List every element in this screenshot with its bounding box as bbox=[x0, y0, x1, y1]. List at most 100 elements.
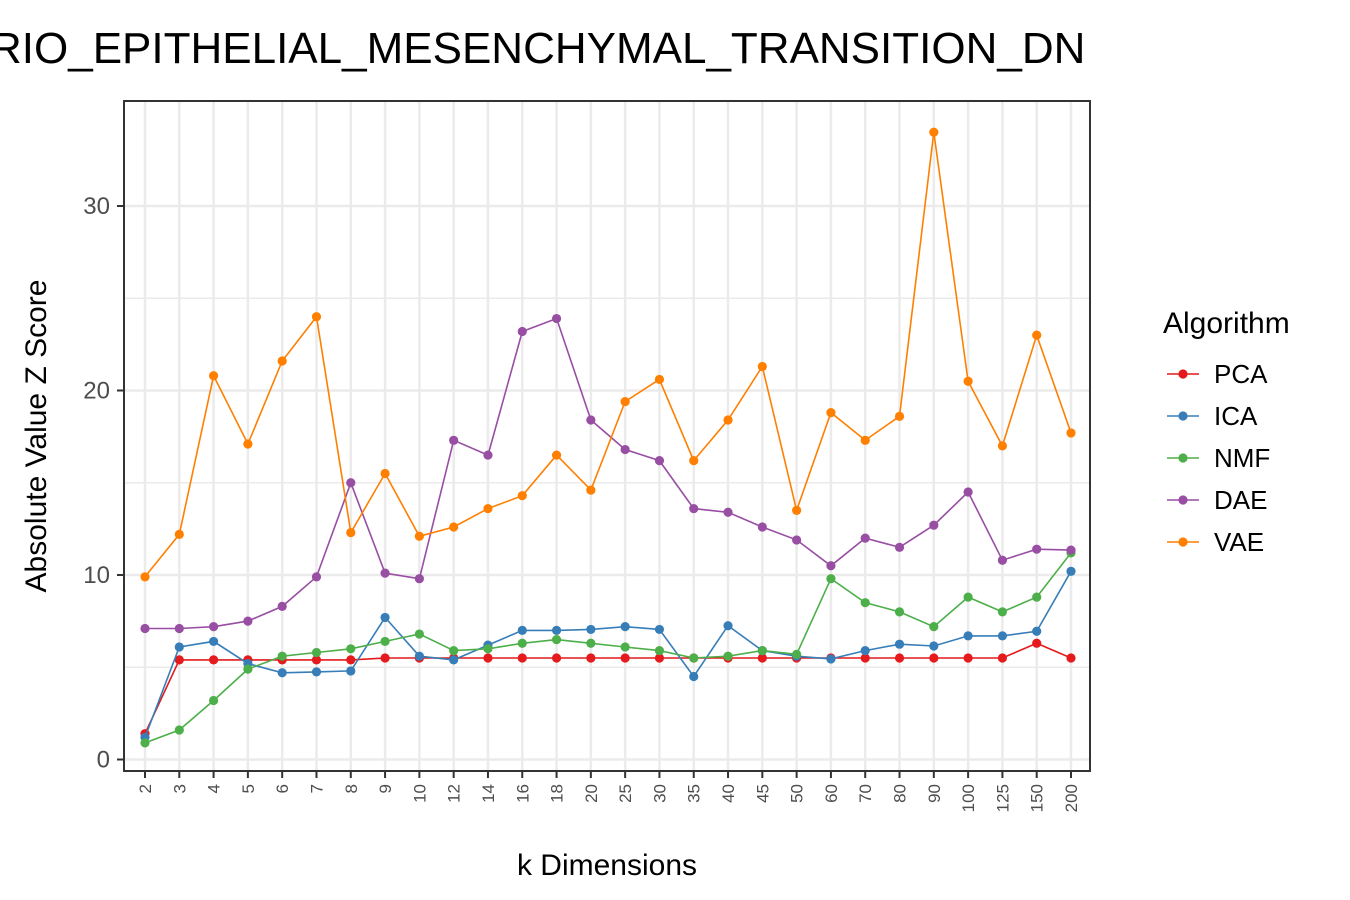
x-tick-label: 6 bbox=[273, 784, 292, 793]
data-point-ica bbox=[311, 667, 322, 677]
legend-item-ica: ICA bbox=[1167, 401, 1258, 431]
data-point-dae bbox=[894, 542, 905, 552]
series-dae bbox=[140, 313, 1076, 634]
data-point-nmf bbox=[174, 725, 184, 735]
x-tick-label: 200 bbox=[1062, 784, 1081, 812]
data-point-nmf bbox=[997, 607, 1008, 617]
data-point-pca bbox=[963, 653, 973, 663]
data-point-nmf bbox=[517, 638, 527, 648]
legend-key-point bbox=[1178, 495, 1188, 505]
data-point-dae bbox=[1032, 544, 1042, 554]
data-point-pca bbox=[483, 653, 493, 663]
x-tick-label: 70 bbox=[856, 784, 875, 803]
data-point-vae bbox=[654, 374, 665, 385]
series-nmf bbox=[140, 548, 1076, 748]
data-point-vae bbox=[517, 491, 527, 501]
x-tick-label: 7 bbox=[307, 784, 326, 793]
series-line-dae bbox=[145, 317, 1072, 630]
data-point-ica bbox=[963, 631, 973, 641]
data-point-dae bbox=[826, 561, 836, 571]
data-point-ica bbox=[689, 671, 699, 682]
data-point-ica bbox=[449, 655, 459, 665]
x-tick-label: 45 bbox=[753, 784, 772, 803]
legend-title: Algorithm bbox=[1163, 307, 1290, 340]
data-point-ica bbox=[1066, 566, 1076, 576]
x-tick-label: 20 bbox=[582, 784, 601, 803]
x-tick-label: 9 bbox=[376, 784, 395, 793]
data-point-ica bbox=[346, 666, 356, 676]
data-point-vae bbox=[483, 503, 493, 514]
data-point-nmf bbox=[311, 647, 322, 658]
data-point-nmf bbox=[757, 646, 767, 656]
data-point-dae bbox=[140, 623, 150, 634]
data-point-dae bbox=[517, 326, 527, 337]
data-point-vae bbox=[414, 531, 424, 541]
legend-key-point bbox=[1178, 453, 1188, 463]
y-tick-label: 10 bbox=[83, 562, 110, 589]
data-point-vae bbox=[208, 371, 219, 381]
data-point-ica bbox=[860, 646, 870, 656]
legend-label: DAE bbox=[1214, 485, 1267, 515]
data-point-nmf bbox=[551, 634, 562, 645]
data-point-nmf bbox=[346, 644, 356, 654]
data-point-nmf bbox=[894, 607, 905, 617]
legend-key-point bbox=[1178, 537, 1188, 547]
chart-title: RIO_EPITHELIAL_MESENCHYMAL_TRANSITION_DN bbox=[0, 24, 1085, 73]
x-tick-label: 18 bbox=[548, 784, 567, 803]
x-tick-label: 100 bbox=[959, 784, 978, 812]
data-point-nmf bbox=[723, 651, 733, 661]
legend-label: PCA bbox=[1214, 359, 1268, 389]
x-axis-title: k Dimensions bbox=[517, 849, 697, 882]
legend-key-point bbox=[1178, 411, 1188, 421]
legend-label: VAE bbox=[1214, 527, 1264, 557]
data-point-dae bbox=[380, 568, 390, 578]
legend: Algorithm PCA ICA NMF DAE VAE bbox=[1163, 307, 1290, 557]
data-point-pca bbox=[380, 653, 390, 663]
data-point-nmf bbox=[208, 695, 219, 706]
data-point-vae bbox=[277, 356, 287, 366]
data-point-vae bbox=[826, 408, 836, 418]
data-point-dae bbox=[929, 520, 939, 530]
data-point-vae bbox=[551, 450, 562, 460]
x-tick-label: 4 bbox=[205, 784, 224, 793]
data-point-ica bbox=[929, 641, 939, 651]
legend-item-vae: VAE bbox=[1167, 527, 1264, 557]
data-point-vae bbox=[929, 127, 939, 137]
data-point-nmf bbox=[483, 644, 493, 654]
data-point-nmf bbox=[140, 738, 150, 748]
data-point-pca bbox=[1032, 638, 1042, 648]
data-point-dae bbox=[689, 503, 699, 514]
data-point-ica bbox=[894, 639, 905, 649]
data-point-ica bbox=[826, 654, 836, 664]
series-ica bbox=[140, 566, 1076, 742]
data-point-vae bbox=[140, 572, 150, 582]
x-tick-label: 3 bbox=[170, 784, 189, 793]
data-point-nmf bbox=[929, 622, 939, 632]
data-point-pca bbox=[586, 653, 596, 663]
data-point-dae bbox=[723, 507, 733, 517]
data-point-dae bbox=[963, 487, 973, 497]
data-point-vae bbox=[449, 522, 459, 532]
data-point-ica bbox=[174, 642, 184, 652]
x-tick-label: 60 bbox=[822, 784, 841, 803]
data-point-pca bbox=[346, 655, 356, 665]
series-line-vae bbox=[144, 132, 1072, 578]
x-tick-label: 16 bbox=[513, 784, 532, 803]
data-point-pca bbox=[620, 653, 630, 663]
data-point-ica bbox=[723, 621, 733, 631]
data-point-dae bbox=[483, 450, 493, 460]
data-point-ica bbox=[414, 651, 424, 661]
data-point-nmf bbox=[1032, 592, 1042, 602]
data-point-dae bbox=[208, 622, 219, 632]
data-point-dae bbox=[757, 522, 767, 532]
data-point-dae bbox=[997, 555, 1008, 565]
x-tick-label: 35 bbox=[685, 784, 704, 803]
data-point-vae bbox=[689, 456, 699, 466]
x-tick-label: 10 bbox=[410, 784, 429, 803]
x-tick-label: 80 bbox=[891, 784, 910, 803]
data-point-ica bbox=[620, 622, 630, 632]
data-point-nmf bbox=[654, 646, 665, 656]
data-point-vae bbox=[1032, 330, 1042, 340]
data-point-ica bbox=[277, 668, 287, 678]
data-point-vae bbox=[894, 411, 905, 421]
